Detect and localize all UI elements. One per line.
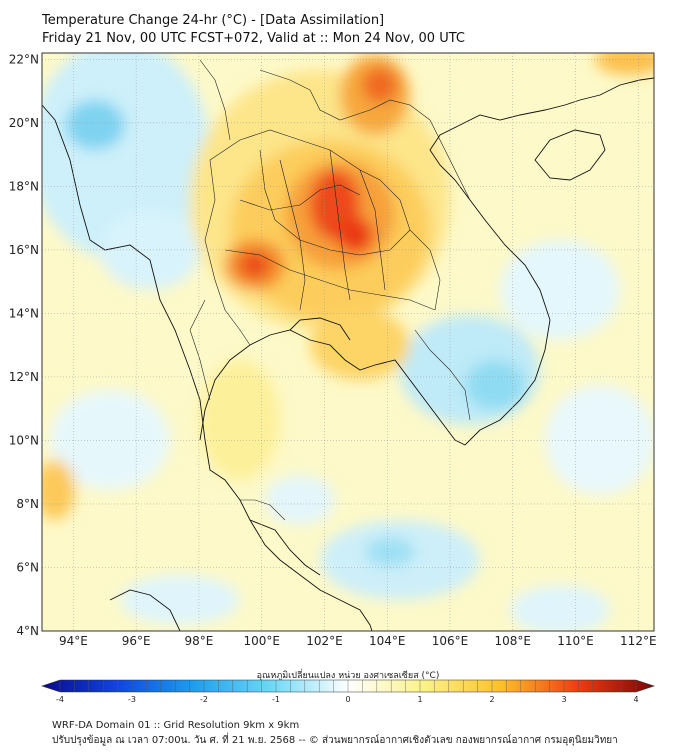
graticule	[42, 53, 654, 632]
lat-tick-label: 12°N	[9, 370, 39, 384]
colorbar-label: 2	[489, 695, 494, 704]
colorbar-label: 0	[345, 695, 350, 704]
boundary-line	[189, 299, 211, 401]
colorbar-label: 4	[633, 695, 638, 704]
lon-tick-label: 112°E	[620, 634, 657, 648]
boundary-line	[240, 499, 286, 521]
colorbar-label: -1	[272, 695, 280, 704]
boundary-line	[204, 159, 251, 346]
lon-tick-label: 110°E	[557, 634, 594, 648]
boundary-line	[224, 249, 436, 311]
lon-tick-labels: 94°E 96°E 98°E 100°E 102°E 104°E 106°E 108°E 110…	[59, 634, 657, 648]
peninsula-east-coast	[249, 519, 321, 576]
boundary-line	[329, 149, 351, 301]
colorbar-labels: -4 -3 -2 -1 0 1 2 3 4	[56, 695, 639, 704]
colorbar-label: 3	[561, 695, 566, 704]
colorbar-label: -3	[128, 695, 136, 704]
lon-tick-label: 102°E	[306, 634, 343, 648]
title-line-2: Friday 21 Nov, 00 UTC FCST+072, Valid at…	[42, 31, 465, 46]
lat-tick-label: 8°N	[16, 497, 39, 511]
boundary-line	[239, 184, 361, 211]
coastlines	[42, 77, 654, 631]
colorbar-title: อุณหภูมิเปลี่ยนแปลง หน่วย องศาเซลเซียส (…	[257, 668, 440, 681]
gulf-coast	[289, 317, 351, 341]
boundary-line	[209, 129, 441, 311]
boundary-line	[279, 159, 306, 311]
lon-tick-label: 98°E	[184, 634, 213, 648]
boundary-line	[414, 329, 471, 421]
colorbar-label: 1	[417, 695, 422, 704]
hainan-island	[534, 129, 606, 181]
lon-tick-label: 106°E	[432, 634, 469, 648]
lon-tick-label: 108°E	[495, 634, 532, 648]
boundary-line	[429, 119, 471, 201]
boundary-line	[199, 59, 231, 141]
boundary-line	[259, 149, 411, 256]
boundary-line	[309, 89, 431, 121]
footer: WRF-DA Domain 01 :: Grid Resolution 9km …	[52, 718, 618, 748]
west-coastline	[42, 104, 373, 631]
colorbar	[41, 679, 655, 693]
lat-tick-label: 22°N	[9, 52, 39, 66]
colorbar-label: -4	[56, 695, 64, 704]
lon-tick-label: 100°E	[243, 634, 280, 648]
lat-tick-labels: 22°N 20°N 18°N 16°N 14°N 12°N 10°N 8°N 6°N 4°N	[9, 52, 39, 638]
lat-tick-label: 18°N	[9, 179, 39, 193]
boundary-line	[259, 69, 311, 91]
map-frame	[41, 52, 655, 632]
lat-tick-label: 14°N	[9, 306, 39, 320]
title-line-1: Temperature Change 24-hr (°C) - [Data As…	[42, 13, 385, 28]
lon-tick-label: 96°E	[122, 634, 151, 648]
east-coastline	[199, 77, 654, 446]
map-field	[42, 53, 654, 631]
provincial-boundaries	[189, 59, 471, 521]
colorbar-ticks	[59, 680, 637, 692]
sumatra-coast	[109, 589, 181, 631]
colorbar-label: -2	[200, 695, 208, 704]
footer-line-1: WRF-DA Domain 01 :: Grid Resolution 9km …	[52, 720, 300, 731]
lon-tick-label: 94°E	[59, 634, 88, 648]
lat-tick-label: 20°N	[9, 116, 39, 130]
chart-title: Temperature Change 24-hr (°C) - [Data As…	[42, 12, 465, 48]
footer-line-2: ปรับปรุงข้อมูล ณ เวลา 07:00น. วัน ศ. ที่…	[52, 735, 618, 746]
boundary-line	[359, 169, 386, 291]
lat-tick-label: 10°N	[9, 433, 39, 447]
lat-tick-label: 6°N	[16, 560, 39, 574]
lon-tick-label: 104°E	[369, 634, 406, 648]
lat-tick-label: 4°N	[16, 624, 39, 638]
lat-tick-label: 16°N	[9, 243, 39, 257]
